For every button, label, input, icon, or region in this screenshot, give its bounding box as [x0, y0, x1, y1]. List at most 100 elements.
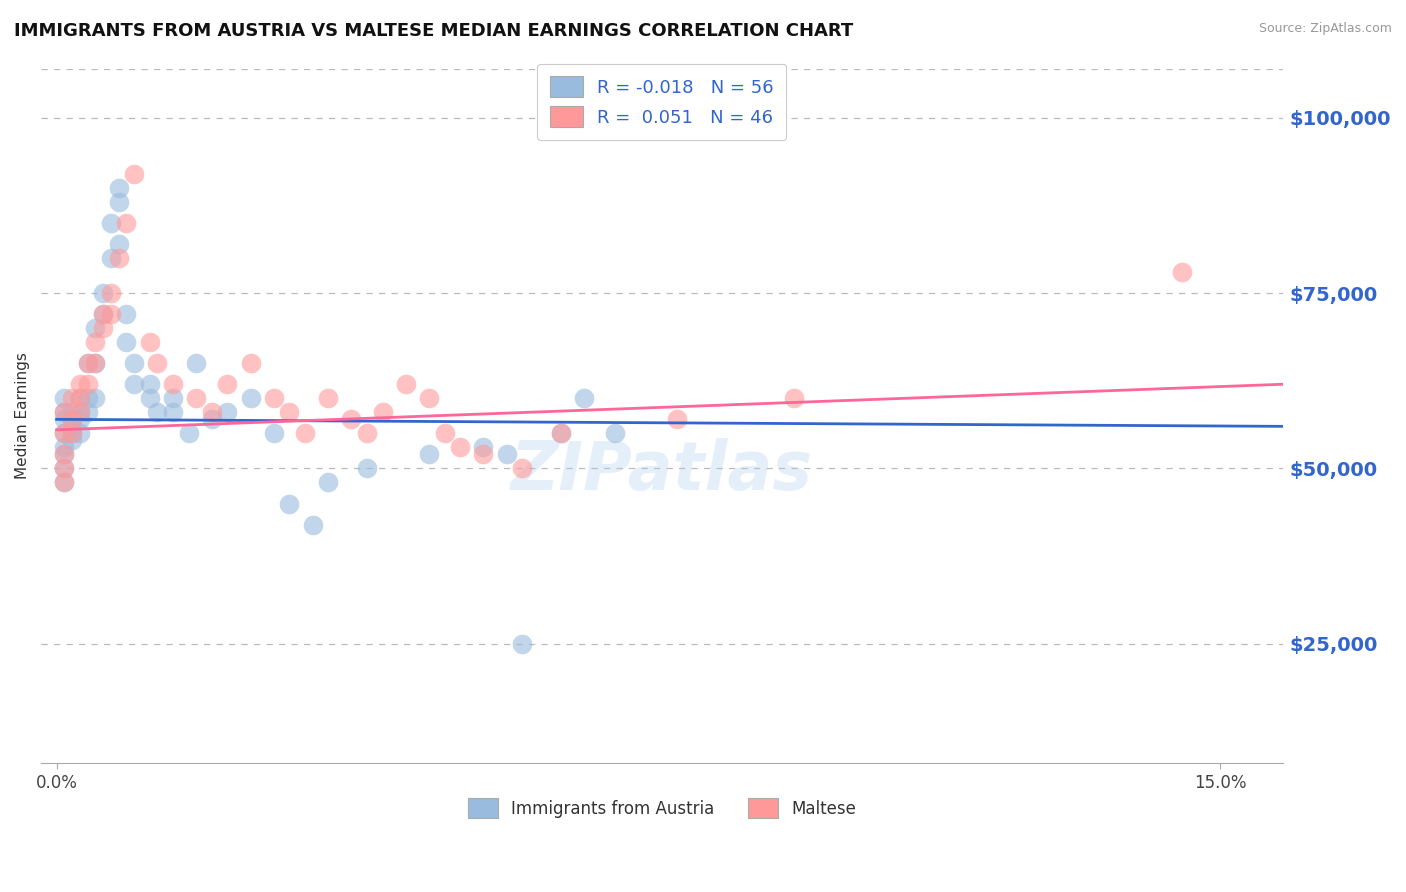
Point	[107, 236, 129, 251]
Point	[53, 461, 76, 475]
Point	[433, 426, 456, 441]
Y-axis label: Median Earnings: Median Earnings	[15, 352, 30, 479]
Point	[53, 475, 76, 490]
Point	[472, 441, 495, 455]
Point	[53, 441, 76, 455]
Point	[115, 335, 138, 350]
Point	[550, 426, 572, 441]
Point	[294, 426, 316, 441]
Point	[69, 392, 91, 406]
Point	[301, 517, 323, 532]
Point	[76, 392, 98, 406]
Point	[60, 426, 83, 441]
Point	[418, 447, 440, 461]
Point	[263, 426, 285, 441]
Point	[76, 356, 98, 370]
Point	[449, 441, 471, 455]
Point	[115, 307, 138, 321]
Point	[53, 405, 76, 419]
Point	[146, 356, 169, 370]
Point	[60, 434, 83, 448]
Point	[53, 447, 76, 461]
Point	[217, 377, 239, 392]
Point	[100, 251, 122, 265]
Point	[69, 377, 91, 392]
Point	[53, 461, 76, 475]
Point	[84, 356, 107, 370]
Point	[472, 447, 495, 461]
Point	[53, 447, 76, 461]
Text: ZIPatlas: ZIPatlas	[510, 438, 813, 504]
Point	[53, 475, 76, 490]
Point	[217, 405, 239, 419]
Point	[239, 392, 262, 406]
Point	[53, 412, 76, 426]
Point	[356, 426, 378, 441]
Point	[201, 405, 224, 419]
Point	[666, 412, 689, 426]
Point	[122, 356, 145, 370]
Point	[69, 426, 91, 441]
Point	[783, 392, 806, 406]
Point	[84, 392, 107, 406]
Point	[316, 392, 339, 406]
Point	[316, 475, 339, 490]
Point	[69, 405, 91, 419]
Point	[138, 335, 160, 350]
Text: IMMIGRANTS FROM AUSTRIA VS MALTESE MEDIAN EARNINGS CORRELATION CHART: IMMIGRANTS FROM AUSTRIA VS MALTESE MEDIA…	[14, 22, 853, 40]
Point	[510, 637, 533, 651]
Point	[162, 377, 184, 392]
Point	[69, 405, 91, 419]
Point	[76, 356, 98, 370]
Point	[340, 412, 363, 426]
Point	[69, 412, 91, 426]
Legend: Immigrants from Austria, Maltese: Immigrants from Austria, Maltese	[461, 792, 862, 824]
Point	[177, 426, 200, 441]
Point	[107, 251, 129, 265]
Point	[356, 461, 378, 475]
Point	[76, 377, 98, 392]
Point	[60, 405, 83, 419]
Point	[91, 286, 114, 301]
Point	[495, 447, 517, 461]
Point	[84, 321, 107, 335]
Point	[263, 392, 285, 406]
Point	[186, 392, 208, 406]
Point	[122, 167, 145, 181]
Point	[138, 377, 160, 392]
Point	[91, 321, 114, 335]
Point	[201, 412, 224, 426]
Point	[60, 392, 83, 406]
Point	[53, 426, 76, 441]
Point	[100, 307, 122, 321]
Point	[53, 405, 76, 419]
Point	[510, 461, 533, 475]
Point	[574, 392, 596, 406]
Point	[91, 307, 114, 321]
Point	[69, 392, 91, 406]
Point	[60, 412, 83, 426]
Point	[138, 392, 160, 406]
Point	[100, 216, 122, 230]
Point	[162, 405, 184, 419]
Point	[84, 356, 107, 370]
Point	[91, 307, 114, 321]
Point	[100, 286, 122, 301]
Point	[53, 426, 76, 441]
Point	[550, 426, 572, 441]
Point	[60, 412, 83, 426]
Point	[122, 377, 145, 392]
Point	[1170, 265, 1192, 279]
Point	[186, 356, 208, 370]
Point	[107, 194, 129, 209]
Point	[146, 405, 169, 419]
Point	[84, 335, 107, 350]
Point	[278, 496, 301, 510]
Point	[371, 405, 394, 419]
Point	[278, 405, 301, 419]
Point	[605, 426, 627, 441]
Point	[60, 426, 83, 441]
Point	[53, 392, 76, 406]
Point	[115, 216, 138, 230]
Point	[60, 419, 83, 434]
